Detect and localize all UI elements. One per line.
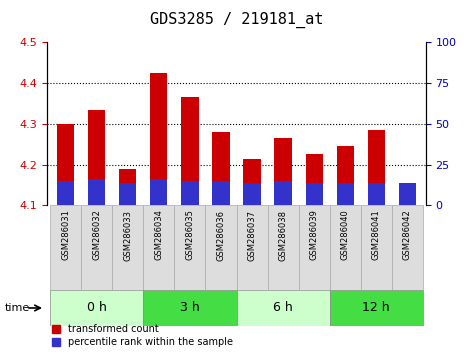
Text: 3 h: 3 h xyxy=(180,302,200,314)
Bar xyxy=(330,290,422,326)
Bar xyxy=(175,205,205,290)
Text: GSM286042: GSM286042 xyxy=(403,210,412,260)
Bar xyxy=(244,159,261,205)
Bar xyxy=(399,183,416,205)
Text: GSM286036: GSM286036 xyxy=(217,210,226,261)
Text: GDS3285 / 219181_at: GDS3285 / 219181_at xyxy=(150,12,323,28)
Bar xyxy=(274,138,291,205)
Bar xyxy=(212,132,229,205)
Bar xyxy=(368,130,385,205)
Text: GSM286032: GSM286032 xyxy=(92,210,101,261)
Bar xyxy=(212,181,229,205)
Bar xyxy=(274,181,291,205)
Text: time: time xyxy=(5,303,30,313)
Bar xyxy=(150,73,167,205)
Bar xyxy=(306,183,323,205)
Bar xyxy=(236,290,330,326)
Bar xyxy=(306,154,323,205)
Text: GSM286035: GSM286035 xyxy=(185,210,194,261)
Legend: transformed count, percentile rank within the sample: transformed count, percentile rank withi… xyxy=(52,325,233,347)
Bar xyxy=(205,205,236,290)
Bar xyxy=(330,205,360,290)
Bar xyxy=(51,205,81,290)
Bar xyxy=(360,205,392,290)
Text: 6 h: 6 h xyxy=(273,302,293,314)
Text: 0 h: 0 h xyxy=(87,302,107,314)
Bar xyxy=(182,97,199,205)
Bar xyxy=(182,181,199,205)
Bar xyxy=(119,183,137,205)
Bar xyxy=(57,181,74,205)
Text: 12 h: 12 h xyxy=(362,302,390,314)
Bar xyxy=(399,183,416,205)
Bar xyxy=(51,290,143,326)
Bar xyxy=(113,205,143,290)
Bar xyxy=(143,290,236,326)
Bar xyxy=(88,179,105,205)
Bar xyxy=(336,183,354,205)
Text: GSM286039: GSM286039 xyxy=(309,210,318,261)
Text: GSM286034: GSM286034 xyxy=(155,210,164,261)
Bar xyxy=(88,110,105,205)
Text: GSM286041: GSM286041 xyxy=(372,210,381,260)
Bar xyxy=(57,124,74,205)
Bar xyxy=(236,205,268,290)
Bar xyxy=(244,183,261,205)
Bar xyxy=(298,205,330,290)
Bar xyxy=(336,146,354,205)
Bar xyxy=(392,205,422,290)
Text: GSM286031: GSM286031 xyxy=(61,210,70,261)
Bar xyxy=(268,205,298,290)
Bar xyxy=(81,205,113,290)
Bar xyxy=(119,169,137,205)
Bar xyxy=(150,179,167,205)
Bar xyxy=(368,183,385,205)
Text: GSM286033: GSM286033 xyxy=(123,210,132,261)
Text: GSM286040: GSM286040 xyxy=(341,210,350,260)
Text: GSM286038: GSM286038 xyxy=(279,210,288,261)
Bar xyxy=(143,205,175,290)
Text: GSM286037: GSM286037 xyxy=(247,210,256,261)
